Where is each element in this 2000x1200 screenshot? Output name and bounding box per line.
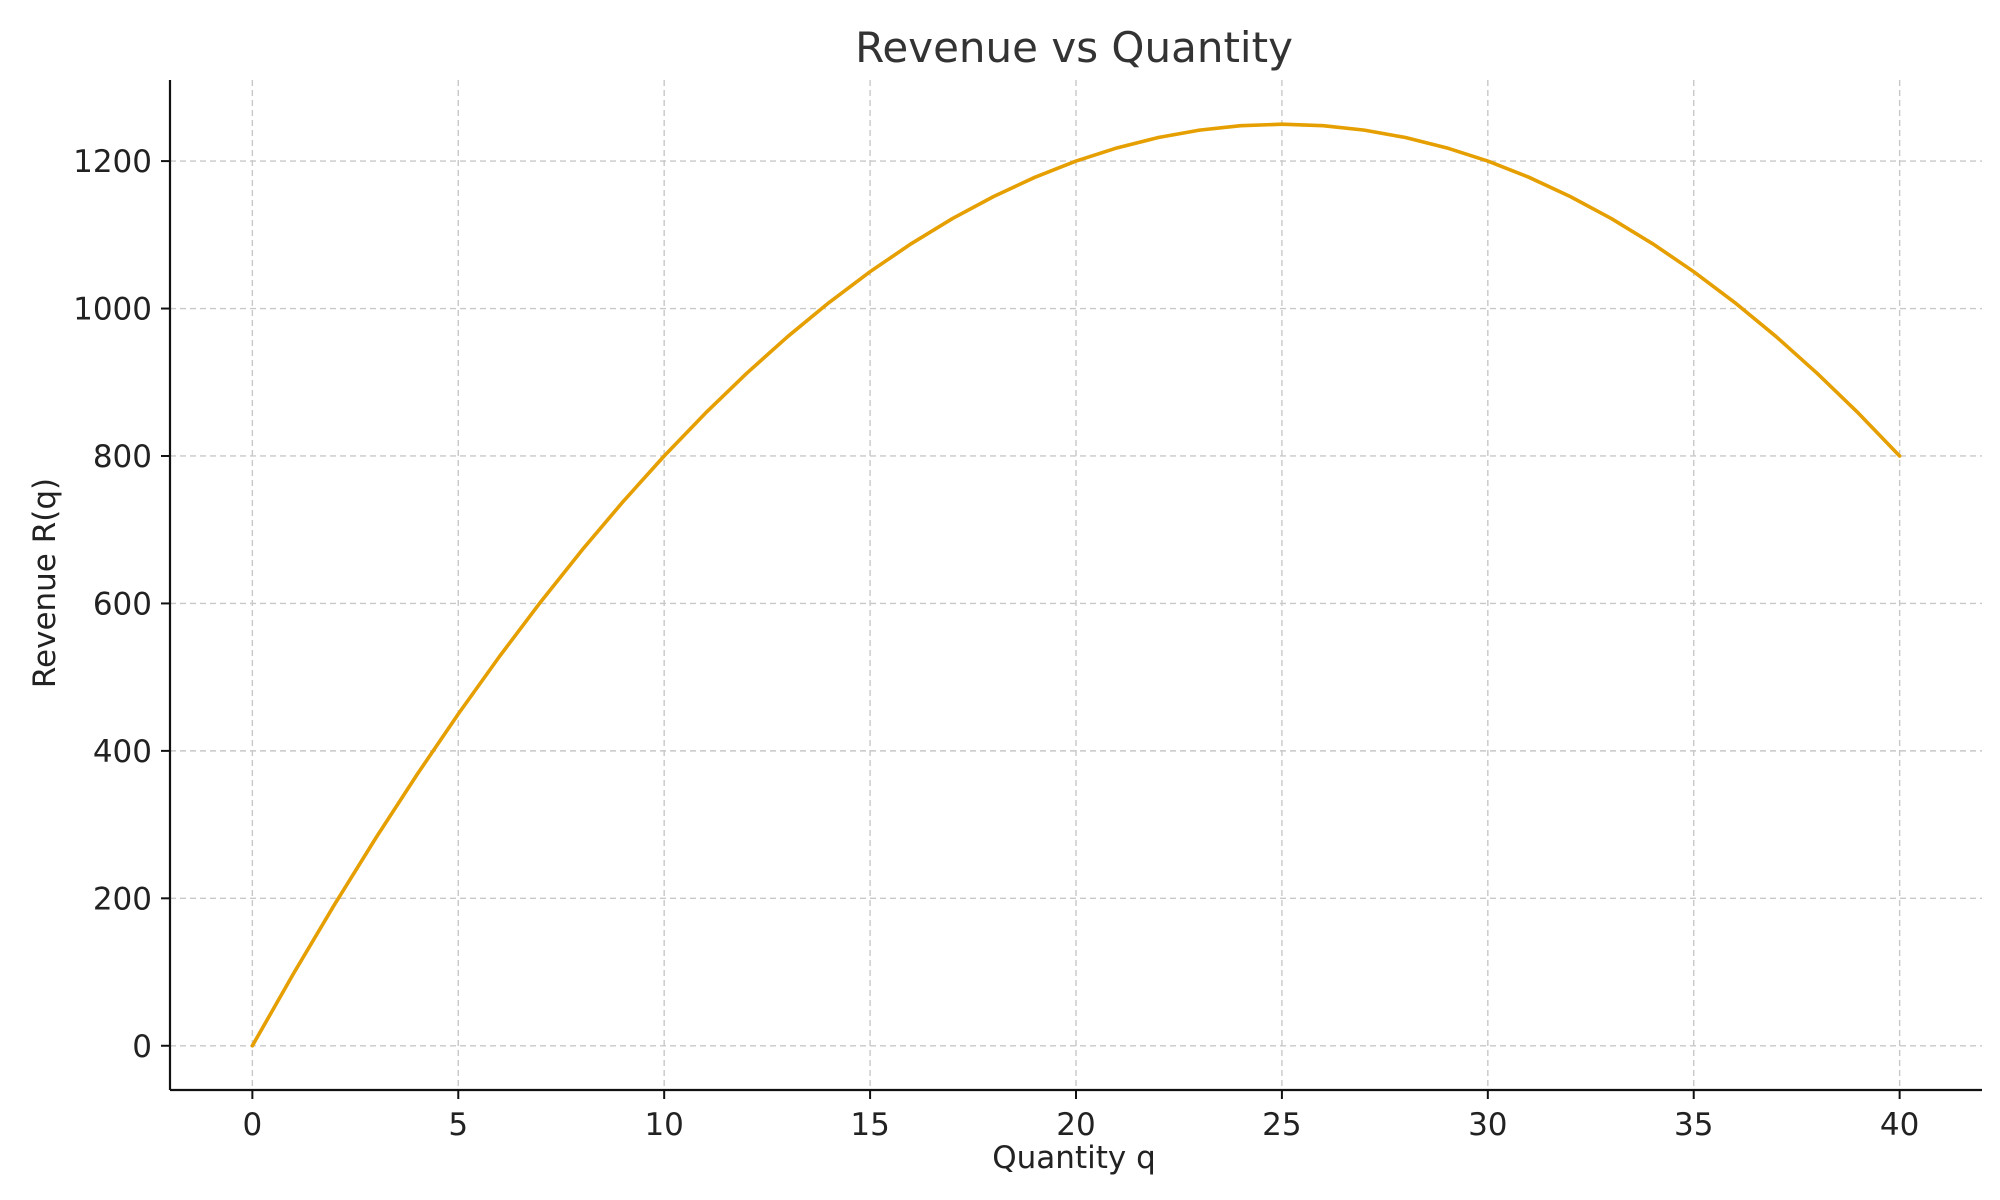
x-tick-label: 25 xyxy=(1262,1107,1301,1143)
x-tick-label: 35 xyxy=(1674,1107,1713,1143)
grid xyxy=(170,80,1982,1090)
x-tick-label: 5 xyxy=(448,1107,468,1143)
x-tick-label: 30 xyxy=(1468,1107,1507,1143)
y-tick-label: 0 xyxy=(132,1029,152,1065)
x-tick-label: 15 xyxy=(850,1107,889,1143)
revenue-line xyxy=(250,122,1902,1048)
y-tick-label: 800 xyxy=(93,439,152,475)
series-layer xyxy=(250,122,1902,1048)
y-tick-label: 1200 xyxy=(73,144,152,180)
x-tick-label: 0 xyxy=(242,1107,262,1143)
y-tick-label: 400 xyxy=(93,734,152,770)
chart-title: Revenue vs Quantity xyxy=(855,23,1293,72)
x-tick-label: 10 xyxy=(644,1107,683,1143)
y-tick-label: 200 xyxy=(93,881,152,917)
x-axis-title: Quantity q xyxy=(992,1140,1156,1176)
y-tick-label: 600 xyxy=(93,586,152,622)
x-tick-label: 20 xyxy=(1056,1107,1095,1143)
x-tick-label: 40 xyxy=(1880,1107,1919,1143)
y-axis-title: Revenue R(q) xyxy=(27,478,63,688)
y-tick-label: 1000 xyxy=(73,292,152,328)
